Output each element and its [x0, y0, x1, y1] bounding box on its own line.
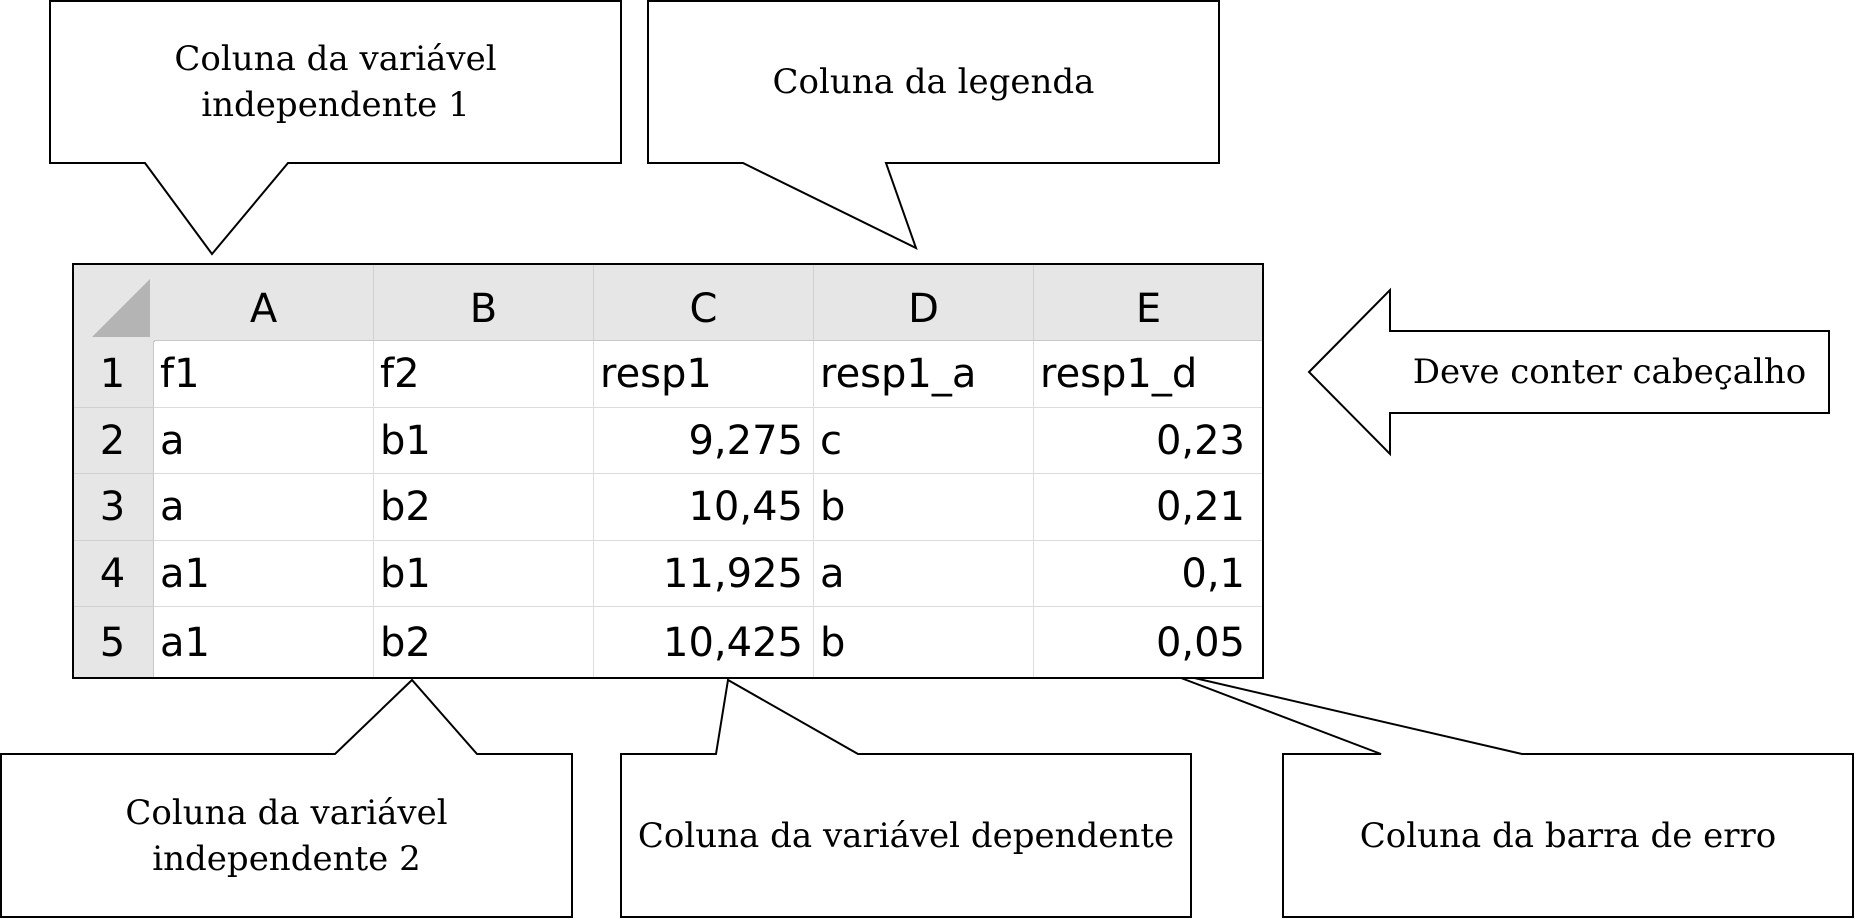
callout-header-text: Deve conter cabeçalho: [1412, 352, 1807, 392]
callout-error-bar-shape: [1159, 669, 1854, 918]
cell-a3[interactable]: a: [154, 474, 374, 541]
callout-header-arrow-shape: [1307, 287, 1830, 457]
column-header-e[interactable]: E: [1034, 263, 1264, 341]
callout-indep1-text: Coluna da variável independente 1: [174, 39, 497, 125]
row-header-1[interactable]: 1: [72, 341, 154, 408]
cell-d2[interactable]: c: [814, 408, 1034, 474]
cell-c2[interactable]: 9,275: [594, 408, 814, 474]
cell-e1[interactable]: resp1_d: [1034, 341, 1264, 408]
callout-indep2-shape: [0, 678, 573, 918]
column-header-d[interactable]: D: [814, 263, 1034, 341]
callout-dependent-text: Coluna da variável dependente: [637, 815, 1175, 856]
cell-b4[interactable]: b1: [374, 541, 594, 607]
row-header-4[interactable]: 4: [72, 541, 154, 607]
callout-legend-shape: [647, 0, 1220, 250]
select-all-corner[interactable]: [72, 263, 155, 342]
cell-e2[interactable]: 0,23: [1034, 408, 1264, 474]
callout-legend-text: Coluna da legenda: [772, 62, 1095, 102]
cell-a4[interactable]: a1: [154, 541, 374, 607]
cell-e5[interactable]: 0,05: [1034, 607, 1264, 679]
callout-error-bar-text: Coluna da barra de erro: [1359, 815, 1777, 856]
column-header-b[interactable]: B: [374, 263, 594, 341]
cell-e3[interactable]: 0,21: [1034, 474, 1264, 541]
callout-dependent-shape: [620, 678, 1192, 918]
cell-b5[interactable]: b2: [374, 607, 594, 679]
cell-c1[interactable]: resp1: [594, 341, 814, 408]
cell-b2[interactable]: b1: [374, 408, 594, 474]
row-header-2[interactable]: 2: [72, 408, 154, 474]
callout-indep2-text: Coluna da variável independente 2: [125, 792, 448, 879]
select-all-triangle-icon: [92, 279, 150, 337]
cell-e4[interactable]: 0,1: [1034, 541, 1264, 607]
row-header-5[interactable]: 5: [72, 607, 154, 679]
column-header-c[interactable]: C: [594, 263, 814, 341]
callout-indep1-shape: [49, 0, 622, 256]
cell-b1[interactable]: f2: [374, 341, 594, 408]
cell-c3[interactable]: 10,45: [594, 474, 814, 541]
cell-c5[interactable]: 10,425: [594, 607, 814, 679]
row-header-3[interactable]: 3: [72, 474, 154, 541]
cell-d4[interactable]: a: [814, 541, 1034, 607]
cell-a1[interactable]: f1: [154, 341, 374, 408]
cell-c4[interactable]: 11,925: [594, 541, 814, 607]
cell-b3[interactable]: b2: [374, 474, 594, 541]
spreadsheet: A B C D E 1 2 3 4 5 f1 f2 resp1 resp1_a …: [72, 263, 1264, 679]
cell-d1[interactable]: resp1_a: [814, 341, 1034, 408]
cell-a5[interactable]: a1: [154, 607, 374, 679]
cell-d3[interactable]: b: [814, 474, 1034, 541]
column-header-a[interactable]: A: [154, 263, 374, 341]
cell-a2[interactable]: a: [154, 408, 374, 474]
cell-d5[interactable]: b: [814, 607, 1034, 679]
